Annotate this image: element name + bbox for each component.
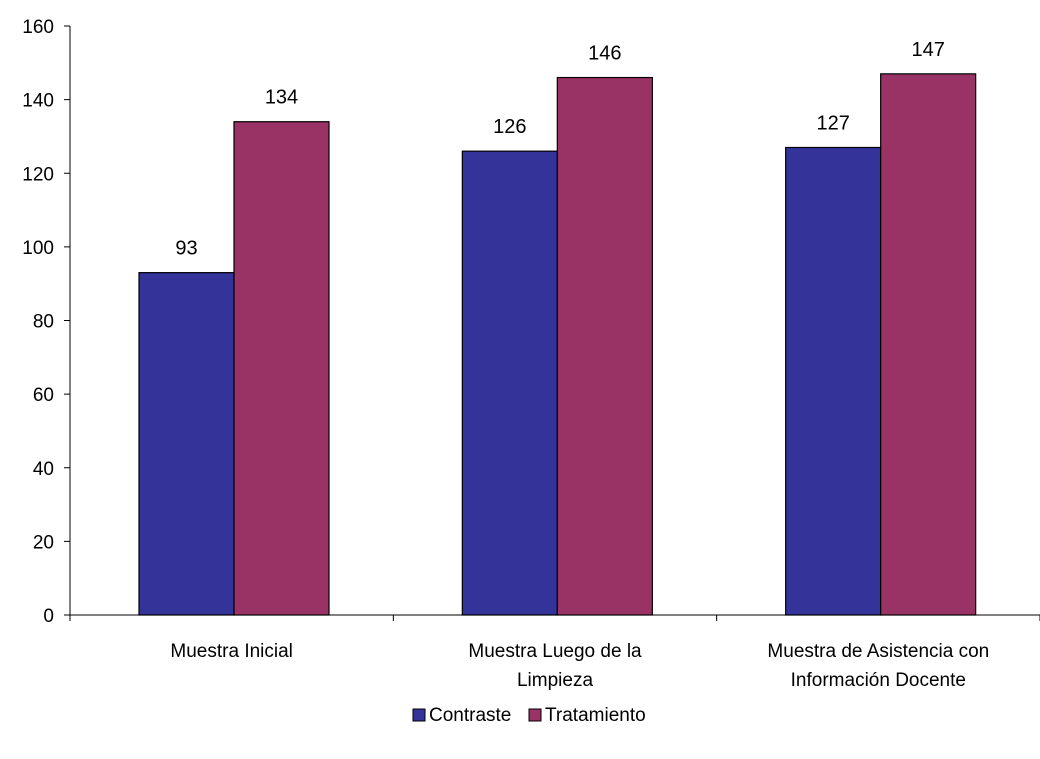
legend-label: Tratamiento <box>545 705 646 726</box>
legend: Contraste Tratamiento <box>412 705 646 726</box>
y-tick-label: 40 <box>33 459 54 480</box>
bar-contraste <box>785 146 882 616</box>
bar-tratamiento <box>233 121 330 616</box>
y-tick-label: 100 <box>22 238 54 259</box>
bar-contraste <box>138 272 235 616</box>
legend-label: Contraste <box>429 705 511 726</box>
y-tick-label: 60 <box>33 385 54 406</box>
bar-tratamiento <box>556 76 653 616</box>
x-category-label: Muestra de Asistencia con Información Doc… <box>767 641 989 691</box>
axes: 0 20 40 60 80 100 120 140 160 Muestra Inicial Mues… <box>22 17 1040 691</box>
bar-contraste <box>461 150 558 616</box>
x-category-label: Muestra Luego de la Limpieza <box>468 641 642 691</box>
y-tick-label: 120 <box>22 164 54 185</box>
y-tick-label: 80 <box>33 312 54 333</box>
bar-value-label: 93 <box>175 238 197 260</box>
legend-swatch <box>528 708 542 722</box>
y-tick-label: 140 <box>22 91 54 112</box>
y-tick-label: 160 <box>22 17 54 38</box>
y-tick-label: 0 <box>43 606 54 627</box>
bars <box>138 73 977 616</box>
x-category-label: Muestra Inicial <box>170 641 293 662</box>
legend-swatch <box>412 708 426 722</box>
data-labels: 93 126 127 134 146 147 <box>175 39 944 260</box>
y-tick-label: 20 <box>33 532 54 553</box>
bar-value-label: 134 <box>265 87 298 109</box>
bar-tratamiento <box>880 73 977 616</box>
bar-value-label: 127 <box>816 112 849 134</box>
bar-value-label: 146 <box>588 43 621 65</box>
bar-value-label: 147 <box>911 39 944 61</box>
bar-value-label: 126 <box>493 116 526 138</box>
